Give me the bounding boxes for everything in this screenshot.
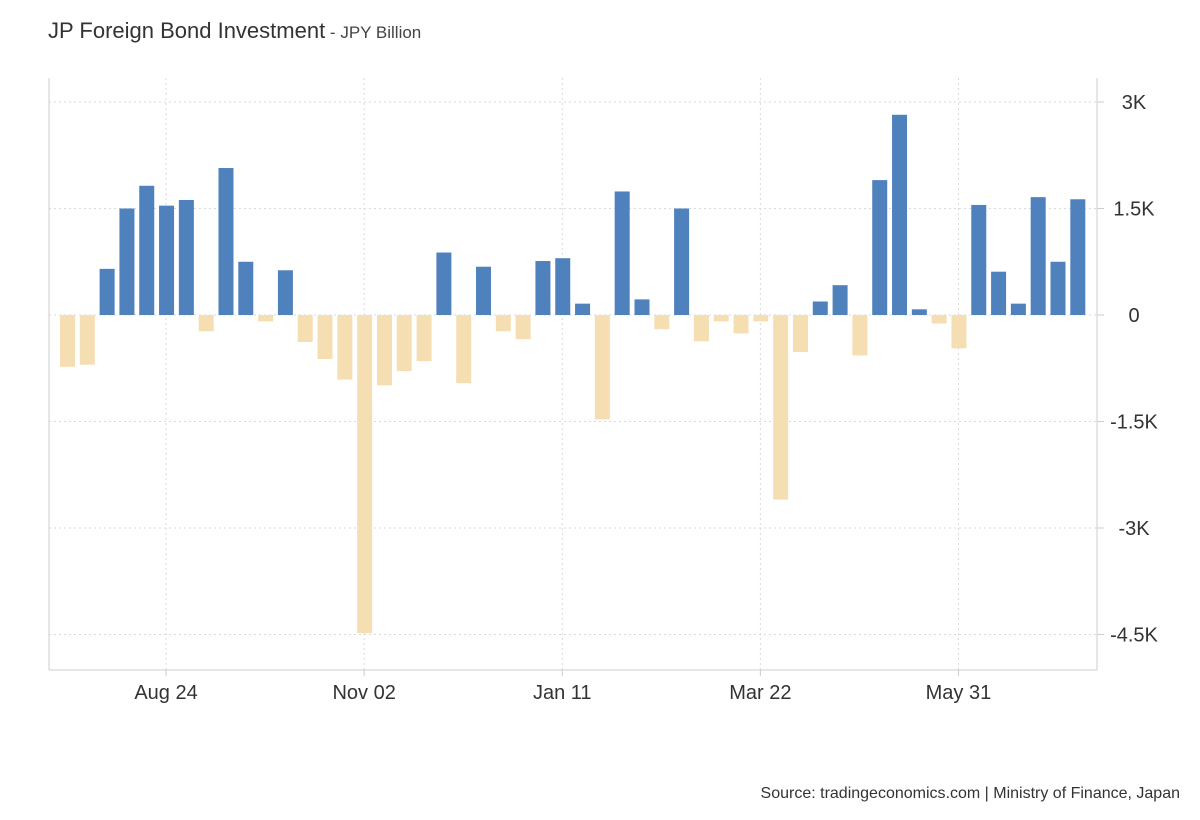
bar [258, 315, 274, 322]
bar [238, 261, 254, 315]
title-separator: - [325, 23, 341, 42]
bar [773, 315, 789, 500]
bar [416, 315, 432, 362]
x-tick-label: May 31 [926, 682, 992, 704]
bar [812, 301, 828, 315]
bar [991, 271, 1007, 315]
bar [1010, 303, 1026, 315]
bar [931, 315, 947, 324]
bar [614, 191, 630, 315]
bar [139, 185, 155, 315]
chart-unit-text: JPY Billion [340, 23, 422, 42]
y-tick-label: 0 [1128, 305, 1139, 327]
chart-title: JP Foreign Bond Investment - JPY Billion [48, 18, 421, 44]
bar [515, 315, 531, 340]
bar [753, 315, 769, 322]
bar [713, 315, 729, 322]
bar [654, 315, 670, 330]
source-note: Source: tradingeconomics.com | Ministry … [760, 785, 1180, 802]
y-tick-label: 3K [1122, 92, 1147, 114]
bar [376, 315, 392, 386]
bar [99, 268, 115, 315]
bar [159, 205, 175, 315]
bar [535, 261, 551, 315]
bar [575, 303, 591, 315]
bar [674, 208, 690, 315]
bar [594, 315, 610, 420]
chart-title-text: JP Foreign Bond Investment [48, 18, 326, 43]
bar [693, 315, 709, 342]
bar [1050, 261, 1066, 315]
bar [60, 315, 75, 367]
bar [495, 315, 511, 332]
bar [971, 204, 987, 315]
bar [357, 315, 373, 634]
x-tick-label: Nov 02 [332, 682, 395, 704]
bar-chart: 3K 1.5K 0 -1.5K -3K -4.5K Aug 24 Nov 02 Jan 11 Ma… [48, 78, 1159, 704]
bar [436, 252, 452, 315]
y-tick-label: -4.5K [1110, 625, 1158, 647]
bar [119, 208, 135, 315]
bar [792, 315, 808, 352]
x-tick-label: Jan 11 [533, 682, 592, 704]
bar [555, 258, 571, 315]
x-tick-label: Aug 24 [134, 682, 197, 704]
bar [297, 315, 313, 342]
bar [1070, 199, 1086, 315]
bar [911, 309, 927, 315]
bar [1030, 197, 1046, 315]
bar [892, 114, 908, 315]
y-tick-label: -1.5K [1110, 412, 1158, 434]
bar [317, 315, 333, 360]
bar [951, 315, 967, 349]
bar [396, 315, 412, 372]
bar [476, 266, 492, 315]
x-tick-label: Mar 22 [729, 682, 791, 704]
bar [337, 315, 353, 380]
bar [634, 299, 650, 315]
bar [733, 315, 749, 334]
bar [178, 199, 194, 315]
bar [872, 180, 888, 315]
bar [832, 285, 848, 315]
bar [456, 315, 472, 384]
bar [277, 270, 293, 315]
bar [852, 315, 868, 356]
bar [79, 315, 95, 365]
chart-unit: - JPY Billion [325, 23, 421, 42]
bar [198, 315, 214, 332]
bar [218, 168, 234, 315]
y-tick-label: -3K [1118, 518, 1150, 540]
y-tick-label: 1.5K [1113, 199, 1155, 221]
